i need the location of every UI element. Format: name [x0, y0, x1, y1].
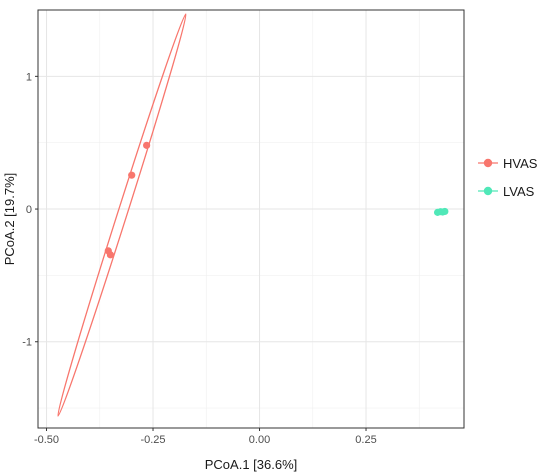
- grid: [38, 10, 464, 428]
- y-tick-label: -1: [22, 337, 32, 349]
- point-hvas: [106, 251, 115, 259]
- x-tick-label: -0.50: [34, 434, 59, 446]
- point-hvas: [143, 141, 151, 149]
- x-axis-title: PCoA.1 [36.6%]: [205, 457, 298, 472]
- ellipse-hvas: [57, 13, 187, 417]
- legend-label: HVAS: [503, 156, 538, 171]
- y-tick-label: 1: [26, 71, 32, 83]
- legend: HVAS LVAS: [478, 156, 538, 199]
- confidence-ellipses: [57, 13, 187, 417]
- x-tick-label: 0.25: [355, 434, 376, 446]
- x-tick-label: 0.00: [249, 434, 270, 446]
- x-tick-label: -0.25: [140, 434, 165, 446]
- y-tick-label: 0: [26, 204, 32, 216]
- data-points: [104, 141, 449, 259]
- legend-label: LVAS: [503, 184, 535, 199]
- y-axis-ticks: -1 0 1: [22, 71, 38, 349]
- legend-key-point: [483, 186, 493, 196]
- legend-item-lvas: LVAS: [478, 184, 535, 199]
- point-hvas: [128, 171, 136, 179]
- panel-border: [37, 9, 465, 429]
- legend-key-point: [483, 158, 493, 168]
- x-axis-ticks: -0.50 -0.25 0.00 0.25: [34, 428, 377, 446]
- point-lvas: [441, 207, 449, 216]
- y-axis-title: PCoA.2 [19.7%]: [2, 173, 17, 266]
- legend-item-hvas: HVAS: [478, 156, 538, 171]
